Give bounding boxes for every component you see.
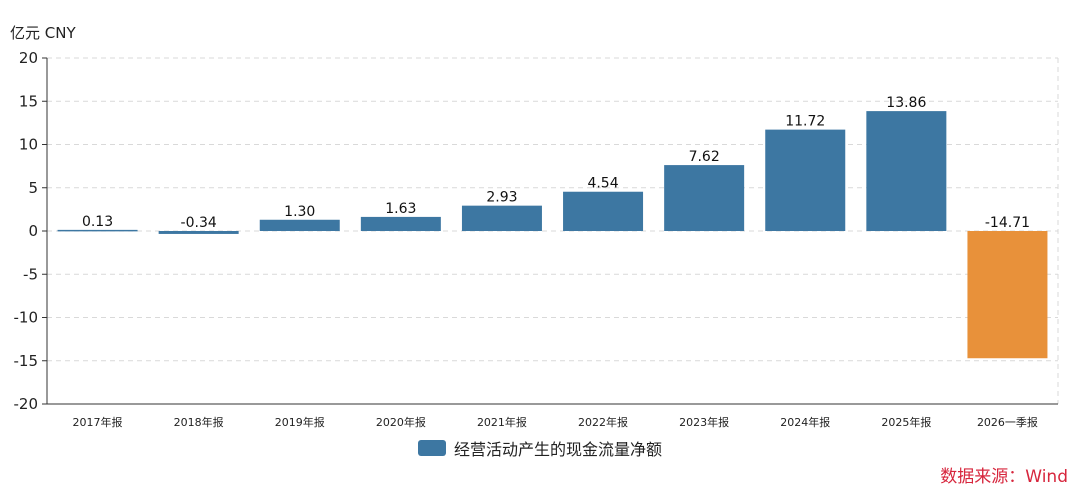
data-label: -14.71 (985, 215, 1030, 231)
x-tick-label: 2025年报 (881, 415, 931, 429)
value-labels: 0.13 -0.34 1.30 1.63 2.93 4.54 7.62 11.72 13.86 -… (82, 95, 1030, 231)
y-tick-label: 10 (19, 136, 38, 154)
x-tick-label: 2026一季报 (977, 415, 1038, 429)
bar (57, 229, 138, 232)
y-tick-label: 20 (19, 49, 38, 67)
x-tick-label: 2023年报 (679, 415, 729, 429)
x-tick-label: 2021年报 (477, 415, 527, 429)
data-label: -0.34 (181, 215, 217, 231)
legend[interactable]: 经营活动产生的现金流量净额 (0, 436, 1080, 460)
y-tick-label: 15 (19, 92, 38, 110)
data-label: 1.30 (284, 204, 315, 220)
axes (42, 57, 1058, 405)
y-tick-label: -20 (14, 395, 39, 413)
bar (259, 219, 340, 231)
y-axis-unit-label: 亿元 CNY (10, 24, 76, 42)
x-tick-label: 2017年报 (73, 415, 123, 429)
x-tick-label: 2018年报 (174, 415, 224, 429)
data-label: 11.72 (785, 114, 825, 130)
bar (158, 231, 239, 234)
bar (360, 216, 441, 231)
y-tick-label: -15 (14, 352, 39, 370)
y-tick-label: 5 (28, 179, 38, 197)
x-tick-label: 2019年报 (275, 415, 325, 429)
x-tick-label: 2024年报 (780, 415, 830, 429)
x-tick-label: 2022年报 (578, 415, 628, 429)
x-tick-label: 2020年报 (376, 415, 426, 429)
legend-swatch (417, 440, 446, 456)
data-source: 数据来源：Wind (940, 467, 1068, 487)
bars (57, 111, 1048, 359)
data-label: 0.13 (82, 214, 113, 230)
y-tick-label: 0 (28, 222, 38, 240)
tick-labels: 20 15 10 5 0 -5 -10 -15 -20 2017年报 2018年报 2019年报 202… (14, 49, 1038, 429)
bar (563, 191, 644, 231)
data-label: 4.54 (587, 176, 618, 192)
bar (967, 231, 1048, 359)
data-label: 1.63 (385, 201, 416, 217)
data-label: 13.86 (886, 95, 926, 111)
bar (461, 205, 542, 231)
bar (765, 129, 846, 231)
y-tick-label: -5 (23, 265, 38, 283)
legend-label: 经营活动产生的现金流量净额 (453, 440, 662, 459)
bar (664, 165, 745, 231)
bar (866, 111, 947, 231)
y-tick-label: -10 (14, 309, 39, 327)
data-label: 2.93 (486, 190, 517, 206)
data-label: 7.62 (689, 149, 720, 165)
